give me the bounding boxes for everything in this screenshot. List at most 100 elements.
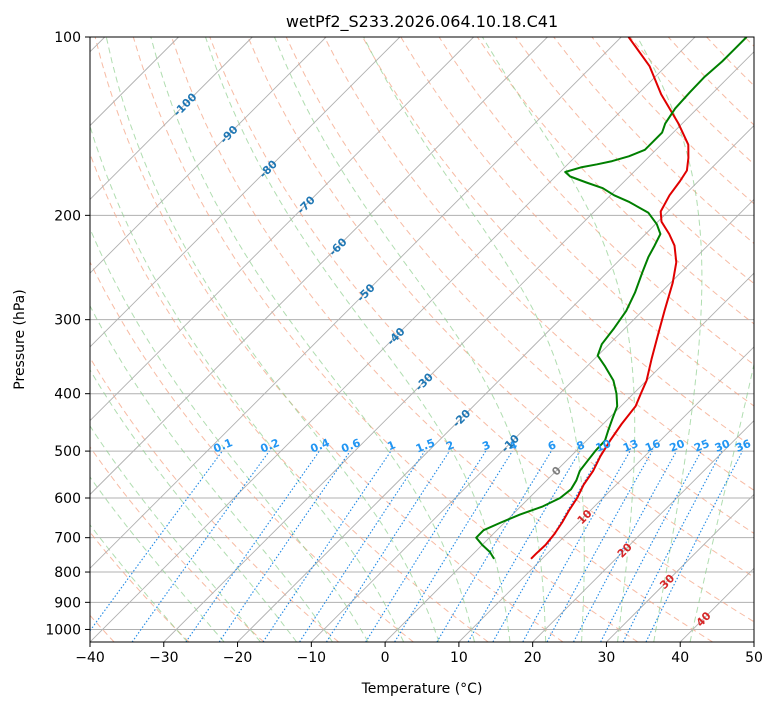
y-tick-label: 400 bbox=[54, 387, 81, 403]
isotherm-line bbox=[237, 124, 754, 642]
isotherm-line bbox=[458, 346, 754, 642]
isotherm-line bbox=[90, 37, 548, 496]
moist-adiabats bbox=[90, 37, 754, 642]
dry-adiabat bbox=[247, 37, 754, 578]
mixing-ratio-line bbox=[262, 450, 392, 642]
isotherm-line bbox=[90, 37, 622, 569]
y-tick-label: 300 bbox=[54, 313, 81, 329]
mixing-ratio-line bbox=[325, 450, 450, 642]
moist-adiabat bbox=[150, 37, 475, 642]
chart-title: wetPf2_S233.2026.064.10.18.C41 bbox=[286, 12, 558, 32]
dry-adiabat bbox=[476, 37, 754, 325]
mixing-ratio-line bbox=[622, 450, 723, 642]
x-tick-label: 30 bbox=[598, 650, 616, 666]
mixing-ratio-line bbox=[600, 450, 702, 642]
y-tick-label: 200 bbox=[54, 208, 81, 224]
mixing-ratio-label: 20 bbox=[668, 437, 687, 455]
isotherm-line bbox=[384, 272, 754, 642]
x-tick-label: 20 bbox=[524, 650, 542, 666]
isotherm-line bbox=[163, 51, 754, 642]
mixing-ratio-line bbox=[394, 450, 513, 642]
mixing-ratio-label: 13 bbox=[621, 437, 640, 455]
x-tick-label: 50 bbox=[745, 650, 763, 666]
y-tick-label: 100 bbox=[54, 30, 81, 46]
axes: −40 −30 −20 −10 0 10 20 30 40 50 1000 900 800 700 600 5… bbox=[45, 30, 763, 666]
moist-adiabat bbox=[90, 304, 333, 642]
mixing-ratio-line bbox=[185, 450, 320, 642]
pressure-gridlines bbox=[90, 37, 754, 630]
mixing-ratio-line bbox=[131, 450, 270, 642]
moist-adiabat bbox=[205, 37, 511, 642]
y-tick-label: 600 bbox=[54, 491, 81, 507]
mixing-ratio-label: 1 bbox=[386, 438, 398, 453]
moist-adiabat bbox=[90, 523, 188, 642]
y-tick-label: 800 bbox=[54, 565, 81, 581]
mixing-ratio-line bbox=[522, 450, 631, 642]
x-tick-label: −30 bbox=[149, 650, 179, 666]
temperature-profile bbox=[530, 37, 690, 560]
moist-adiabat bbox=[90, 124, 405, 642]
mixing-ratio-line bbox=[365, 450, 487, 642]
mixing-ratio-label: 3 bbox=[480, 438, 492, 453]
dry-adiabat bbox=[285, 37, 754, 535]
isotherm-line bbox=[532, 420, 754, 642]
y-tick-label: 700 bbox=[54, 531, 81, 547]
mixing-ratio-line bbox=[645, 450, 743, 642]
dry-adiabat bbox=[132, 37, 639, 642]
mixing-ratio-label: 30 bbox=[713, 437, 732, 455]
isotherm-line bbox=[90, 37, 327, 274]
moist-adiabat bbox=[481, 37, 636, 642]
mixing-ratio-line bbox=[299, 450, 426, 642]
dry-adiabat bbox=[438, 37, 754, 366]
mixing-ratio-line bbox=[218, 450, 351, 642]
moist-adiabat bbox=[636, 37, 703, 642]
mixing-ratio-label: 36 bbox=[734, 437, 753, 455]
x-tick-label: 40 bbox=[671, 650, 689, 666]
isotherm-line bbox=[90, 37, 696, 642]
isotherms bbox=[90, 37, 754, 642]
mixing-ratio-label: 25 bbox=[692, 437, 711, 455]
sounding-series bbox=[475, 37, 748, 560]
mixing-ratio-line bbox=[90, 450, 223, 632]
moist-adiabat bbox=[105, 37, 440, 642]
x-tick-label: 10 bbox=[450, 650, 468, 666]
isotherm-line bbox=[606, 493, 754, 642]
x-tick-label: −10 bbox=[297, 650, 327, 666]
isotherm-line bbox=[90, 37, 401, 348]
dry-adiabat bbox=[90, 446, 265, 642]
y-axis-label: Pressure (hPa) bbox=[12, 289, 28, 389]
isotherm-line bbox=[90, 37, 253, 200]
x-tick-label: 0 bbox=[381, 650, 390, 666]
mixing-ratio-line bbox=[436, 450, 552, 642]
moist-adiabat bbox=[90, 425, 261, 642]
mixing-ratio-label: 8 bbox=[575, 438, 587, 453]
isotherm-line bbox=[311, 198, 754, 642]
moist-adiabat bbox=[90, 368, 298, 642]
mixing-ratio-label: 16 bbox=[643, 437, 662, 455]
mixing-ratio-line bbox=[546, 450, 653, 642]
plot-frame bbox=[89, 36, 755, 643]
x-axis-label: Temperature (°C) bbox=[361, 681, 483, 697]
dry-adiabat bbox=[323, 37, 754, 491]
dry-adiabat bbox=[94, 37, 564, 642]
moist-adiabat bbox=[90, 227, 369, 642]
x-tick-label: −40 bbox=[75, 650, 105, 666]
dry-adiabat bbox=[515, 37, 754, 285]
y-tick-label: 900 bbox=[54, 595, 81, 611]
y-tick-label: 1000 bbox=[45, 622, 81, 638]
mixing-ratio-line bbox=[573, 450, 677, 642]
dewpoint-profile bbox=[475, 37, 748, 560]
y-tick-label: 500 bbox=[54, 444, 81, 460]
dry-adiabat bbox=[209, 37, 754, 623]
plot-area: 0.1 0.2 0.4 0.6 1 1.5 2 3 4 6 8 10 13 16 20 25 30 36-100-… bbox=[90, 37, 754, 642]
moist-adiabat bbox=[689, 361, 754, 642]
mixing-ratio-lines bbox=[90, 450, 743, 642]
dry-adiabat bbox=[171, 37, 713, 642]
x-tick-label: −20 bbox=[223, 650, 253, 666]
mixing-ratio-label: 2 bbox=[444, 438, 456, 453]
mixing-ratio-label: 10 bbox=[594, 437, 613, 455]
moist-adiabat bbox=[274, 37, 547, 642]
isotherm-line bbox=[90, 37, 474, 422]
